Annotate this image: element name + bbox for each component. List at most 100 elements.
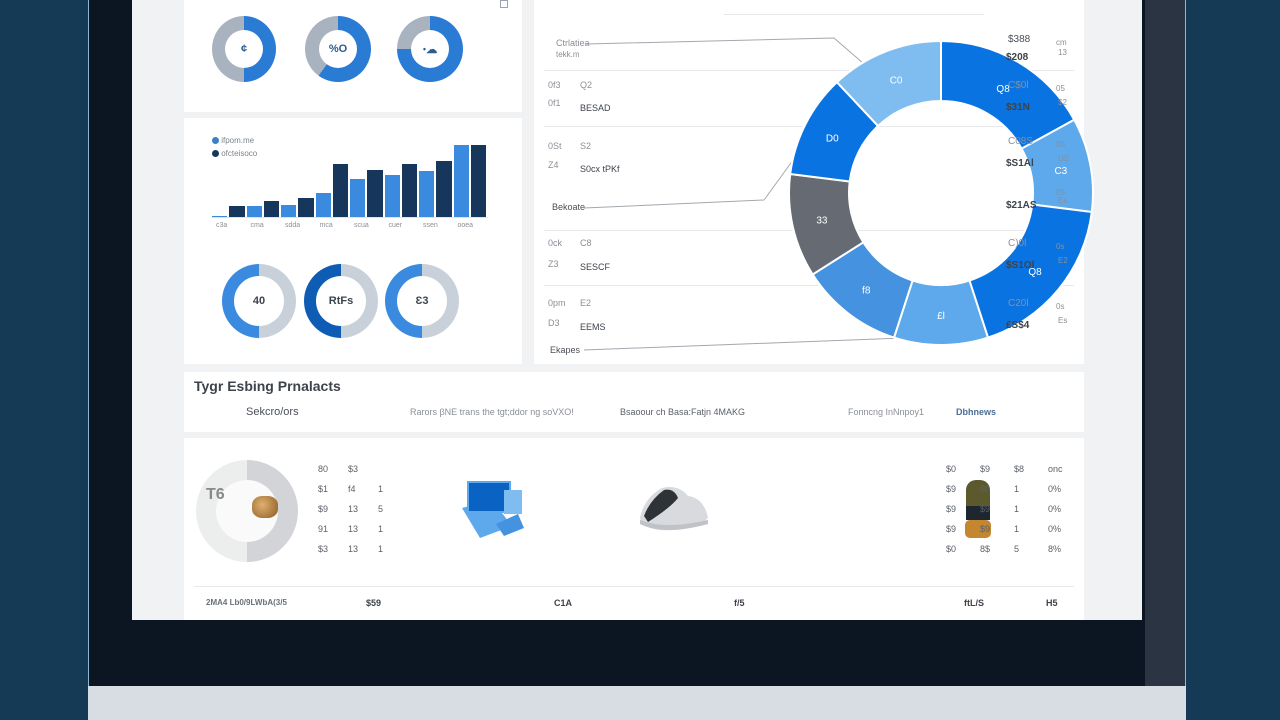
row-code: E2 xyxy=(580,298,592,308)
table-cell: $9 xyxy=(980,524,991,534)
table-cell: $8 xyxy=(1014,464,1025,474)
product-share-donut: T6 xyxy=(196,460,298,562)
row-name: S0cx tPKf xyxy=(580,164,620,174)
bar-ofcteisoco xyxy=(298,198,314,217)
tab-1[interactable]: Sekcro/ors xyxy=(246,406,299,418)
table-cell: 1 xyxy=(378,544,384,554)
kpi-donut-1-label: ¢ xyxy=(225,30,263,68)
donut-breakdown-card: Ctrlatiea tekk.m 0f3 Q2 0f1 BESAD 0St S2… xyxy=(534,0,1094,364)
row-code: Q2 xyxy=(580,80,593,90)
kpi-donut-1: ¢ xyxy=(212,16,276,82)
x-tick-label: sdda xyxy=(285,222,301,229)
value-cell: US xyxy=(1058,154,1070,163)
kpi-donut-2-label: %O xyxy=(319,30,357,68)
bar-ifpom.me xyxy=(212,215,228,217)
table-cell: 80 xyxy=(980,484,991,494)
x-tick-label: cma xyxy=(250,222,264,229)
value-cell: 0s xyxy=(1056,302,1065,311)
svg-text:D0: D0 xyxy=(826,134,839,145)
x-tick-label: ssen xyxy=(423,222,438,229)
table-cell: $9 xyxy=(980,464,991,474)
kpi-donut-2: %O xyxy=(305,16,371,82)
kpi-donut-6: Ɛ3 xyxy=(385,264,459,338)
bar-ifpom.me xyxy=(315,193,331,217)
row-code: S2 xyxy=(580,141,592,151)
svg-text:Q8: Q8 xyxy=(1028,267,1042,278)
expand-icon[interactable] xyxy=(500,0,508,8)
row-code: C8 xyxy=(580,238,592,248)
row-code: 0St xyxy=(548,141,562,151)
value-cell: E2 xyxy=(1058,256,1068,265)
kpi-donut-6-label: Ɛ3 xyxy=(397,276,447,326)
legend-label-2: ofcteisoco xyxy=(221,149,258,158)
value-cell: 0s xyxy=(1056,242,1065,251)
x-tick-label: scua xyxy=(354,222,369,229)
footer-cell: C1A xyxy=(554,598,573,608)
value-cell: Es xyxy=(1058,196,1068,205)
callout-title-3: Ekapes xyxy=(550,345,581,355)
bar-ofcteisoco xyxy=(436,160,452,217)
dashboard-screen: ¢ %O ꞏ☁ ifpom.me ofcteisoco c3a cma sdda mc… xyxy=(132,0,1142,620)
svg-text:Q8: Q8 xyxy=(996,84,1010,95)
table-cell: $3 xyxy=(348,464,359,474)
legend-dot-2 xyxy=(212,150,219,158)
shoe-product-image xyxy=(640,487,708,531)
bar-chart-card: ifpom.me ofcteisoco c3a cma sdda mca scua cue… xyxy=(184,118,522,364)
kpi-donut-4: 40 xyxy=(222,264,296,338)
value-cell: 13 xyxy=(1058,48,1067,57)
table-cell: 1 xyxy=(1014,484,1020,494)
legend-item-1: ifpom.me xyxy=(212,136,254,145)
table-cell: 13 xyxy=(348,524,359,534)
row-code: 0f3 xyxy=(548,80,561,90)
tab-5[interactable]: Dbhnews xyxy=(956,407,997,417)
table-cell: 8% xyxy=(1048,544,1062,554)
bar-ifpom.me xyxy=(453,145,469,217)
tab-2[interactable]: Rarors βNE trans the tgt;ddor ng soVXO! xyxy=(410,407,574,417)
table-cell: f4 xyxy=(348,484,356,494)
tab-4[interactable]: Fonncng InNnpoy1 xyxy=(848,407,925,417)
table-cell: $9 xyxy=(946,484,957,494)
callout-title-2: Bekoate xyxy=(552,202,586,212)
bar-chart-xaxis: c3a cma sdda mca scua cuer ssen ooea xyxy=(212,222,488,232)
bar-chart-plot xyxy=(212,145,488,218)
kpi-donut-4-label: 40 xyxy=(234,276,284,326)
table-cell: 5 xyxy=(378,504,384,514)
table-cell: $9 xyxy=(946,524,957,534)
tab-3[interactable]: Bsaoour ch Basa:Fatjn 4MAKG xyxy=(620,407,746,417)
callout-title-1: Ctrlatiea xyxy=(556,38,590,48)
table-cell: 1 xyxy=(378,484,384,494)
value-cell: Es xyxy=(1058,316,1068,325)
laptop-product-image xyxy=(462,481,524,538)
svg-text:C3: C3 xyxy=(1054,166,1067,177)
footer-cell: $59 xyxy=(366,598,382,608)
value-cell: C)0l xyxy=(1008,238,1027,249)
bar-ifpom.me xyxy=(384,175,400,217)
svg-text:C0: C0 xyxy=(890,76,903,87)
bar-ofcteisoco xyxy=(470,145,486,217)
x-tick-label: c3a xyxy=(216,222,228,229)
section-title: Tygr Esbing Prnalacts xyxy=(194,378,341,394)
top-selling-products: T6 80 $3 $1 f4 1 $9 13 5 91 13 1 $3 13 1 $0 $9 $8 onc $9 8… xyxy=(184,438,1084,620)
table-cell: 0% xyxy=(1048,484,1062,494)
table-cell: 1 xyxy=(378,524,384,534)
kpi-donut-3-label: ꞏ☁ xyxy=(411,30,449,68)
value-cell: 05 xyxy=(1056,188,1065,197)
value-cell: $388 xyxy=(1008,34,1031,45)
table-cell: 91 xyxy=(318,524,329,534)
value-cell: $208 xyxy=(1006,52,1029,63)
kpi-donut-card: ¢ %O ꞏ☁ xyxy=(184,0,522,112)
value-cell: $21AS xyxy=(1006,200,1037,211)
footer-cell: ftL/S xyxy=(964,598,984,608)
footer-cell: 2MA4 Lb0/9LWbA(3/5 xyxy=(206,598,287,607)
callout-lines xyxy=(583,37,905,351)
value-cell: $S1Al xyxy=(1006,158,1034,169)
row-code: 0ck xyxy=(548,238,563,248)
table-cell: $0 xyxy=(946,464,957,474)
monitor-stand xyxy=(88,686,1186,720)
row-code: Z3 xyxy=(548,259,559,269)
svg-text:f8: f8 xyxy=(862,285,871,296)
x-tick-label: mca xyxy=(319,222,333,229)
bar-ifpom.me xyxy=(281,204,297,217)
legend-dot-1 xyxy=(212,137,219,145)
kpi-donut-5: RtFs xyxy=(304,264,378,338)
